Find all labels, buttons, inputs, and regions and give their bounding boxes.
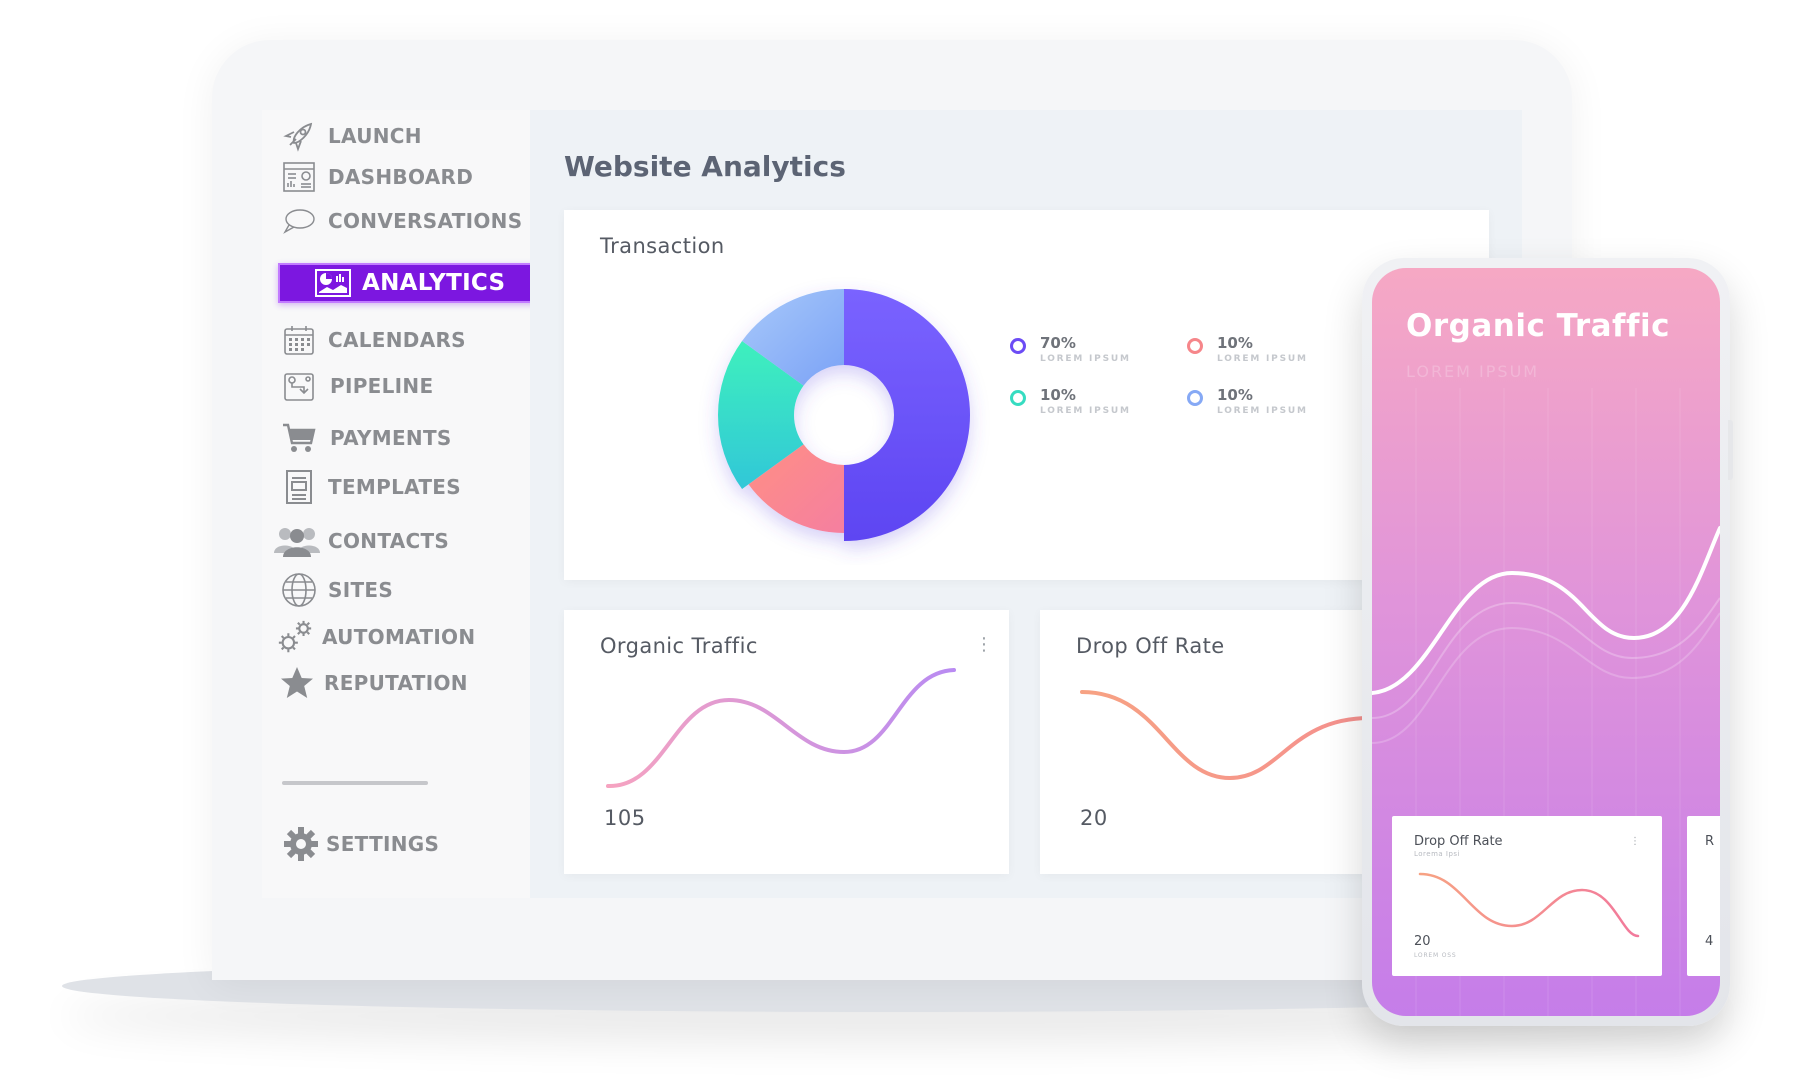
sidebar-item-launch[interactable]: LAUNCH	[280, 116, 422, 156]
card-subtitle: Lorema Ipsi	[1414, 850, 1461, 858]
sidebar-item-reputation[interactable]: REPUTATION	[278, 663, 468, 703]
sidebar-item-label: CONTACTS	[328, 529, 450, 553]
sidebar: LAUNCH DASHBOARD CONVERSATIONS ANALYTICS	[262, 110, 538, 898]
legend-percent: 10%	[1217, 386, 1253, 404]
phone-next-card[interactable]: R 4	[1687, 816, 1720, 976]
sidebar-item-conversations[interactable]: CONVERSATIONS	[280, 201, 522, 241]
sidebar-item-templates[interactable]: TEMPLATES	[280, 467, 461, 507]
card-title: R	[1705, 834, 1715, 849]
card-value-subtitle: LOREM OSS	[1414, 952, 1457, 959]
sidebar-item-label: PIPELINE	[330, 374, 434, 398]
sidebar-item-label: DASHBOARD	[328, 165, 474, 189]
sidebar-item-sites[interactable]: SITES	[280, 570, 393, 610]
phone-title: Organic Traffic	[1406, 308, 1671, 344]
legend-marker	[1010, 390, 1026, 406]
card-title: Drop Off Rate	[1414, 834, 1503, 849]
sidebar-item-label: PAYMENTS	[330, 426, 452, 450]
legend-marker	[1187, 390, 1203, 406]
sidebar-item-label: CONVERSATIONS	[328, 209, 523, 233]
legend-percent: 10%	[1217, 334, 1253, 352]
legend-item: 10% LOREM IPSUM	[1187, 386, 1337, 422]
phone-drop-off-card[interactable]: Drop Off Rate Lorema Ipsi ⋮ 20 LOREM OSS	[1392, 816, 1662, 976]
sidebar-item-label: LAUNCH	[328, 124, 422, 148]
legend-percent: 10%	[1040, 386, 1076, 404]
sidebar-item-payments[interactable]: PAYMENTS	[280, 418, 452, 458]
sidebar-item-analytics[interactable]: ANALYTICS	[278, 263, 538, 303]
sidebar-divider	[282, 781, 428, 785]
phone-subtitle: LOREM IPSUM	[1406, 362, 1540, 381]
donut-slice-2	[748, 444, 844, 533]
chat-bubble-icon	[280, 202, 318, 240]
dashboard-icon	[280, 158, 318, 196]
cart-icon	[280, 419, 318, 457]
pipeline-icon	[280, 367, 318, 405]
legend-percent: 70%	[1040, 334, 1076, 352]
sidebar-item-label: SITES	[328, 578, 394, 602]
gears-icon	[276, 618, 314, 656]
legend-item: 70% LOREM IPSUM	[1010, 334, 1160, 370]
sidebar-item-label: AUTOMATION	[322, 625, 476, 649]
rocket-icon	[280, 117, 318, 155]
drop-off-rate-value: 20	[1080, 806, 1108, 830]
organic-traffic-sparkline	[606, 668, 956, 789]
card-title: Organic Traffic	[600, 634, 758, 658]
card-title: Drop Off Rate	[1076, 634, 1225, 658]
card-value: 20	[1414, 934, 1431, 949]
template-icon	[280, 468, 318, 506]
legend-item: 10% LOREM IPSUM	[1010, 386, 1160, 422]
donut-slice-4	[742, 289, 844, 386]
sidebar-item-label: REPUTATION	[324, 671, 468, 695]
sidebar-item-contacts[interactable]: CONTACTS	[274, 521, 449, 561]
sidebar-item-settings[interactable]: SETTINGS	[282, 824, 439, 864]
analytics-icon	[314, 264, 352, 302]
sidebar-item-calendars[interactable]: CALENDARS	[280, 320, 466, 360]
sidebar-item-label: SETTINGS	[326, 832, 440, 856]
phone-screen: Organic Traffic LOREM IPSUM Drop Off Rat…	[1372, 268, 1720, 1016]
contacts-icon	[274, 522, 320, 560]
phone-frame: Organic Traffic LOREM IPSUM Drop Off Rat…	[1362, 258, 1730, 1026]
donut-slice-3	[718, 340, 804, 490]
globe-icon	[280, 571, 318, 609]
gear-icon	[282, 825, 320, 863]
legend-label: LOREM IPSUM	[1217, 354, 1308, 364]
phone-side-button	[1728, 420, 1733, 480]
legend-label: LOREM IPSUM	[1040, 406, 1131, 416]
sidebar-item-automation[interactable]: AUTOMATION	[276, 617, 475, 657]
legend-marker	[1187, 338, 1203, 354]
legend-item: 10% LOREM IPSUM	[1187, 334, 1337, 370]
sidebar-item-label: ANALYTICS	[362, 270, 506, 296]
organic-traffic-value: 105	[604, 806, 646, 830]
more-options-icon[interactable]: ⋮	[1630, 836, 1640, 847]
phone-drop-off-sparkline	[1418, 872, 1640, 938]
page-title: Website Analytics	[564, 150, 846, 183]
card-title: Transaction	[600, 234, 725, 258]
star-icon	[278, 664, 316, 702]
donut-slice-1	[844, 289, 970, 541]
card-value: 4	[1705, 934, 1714, 949]
legend-label: LOREM IPSUM	[1217, 406, 1308, 416]
sidebar-item-pipeline[interactable]: PIPELINE	[280, 366, 433, 406]
more-options-icon[interactable]: ⋮	[975, 634, 993, 655]
sidebar-item-label: TEMPLATES	[328, 475, 461, 499]
transaction-donut-chart	[718, 289, 970, 541]
legend-marker	[1010, 338, 1026, 354]
sidebar-item-dashboard[interactable]: DASHBOARD	[280, 157, 473, 197]
organic-traffic-card: Organic Traffic ⋮ 105	[564, 610, 1009, 874]
legend-label: LOREM IPSUM	[1040, 354, 1131, 364]
calendar-icon	[280, 321, 318, 359]
sidebar-item-label: CALENDARS	[328, 328, 466, 352]
app-screen: LAUNCH DASHBOARD CONVERSATIONS ANALYTICS	[262, 110, 1522, 898]
transaction-card: Transaction 70% LOREM IPSUM 10%	[564, 210, 1489, 580]
